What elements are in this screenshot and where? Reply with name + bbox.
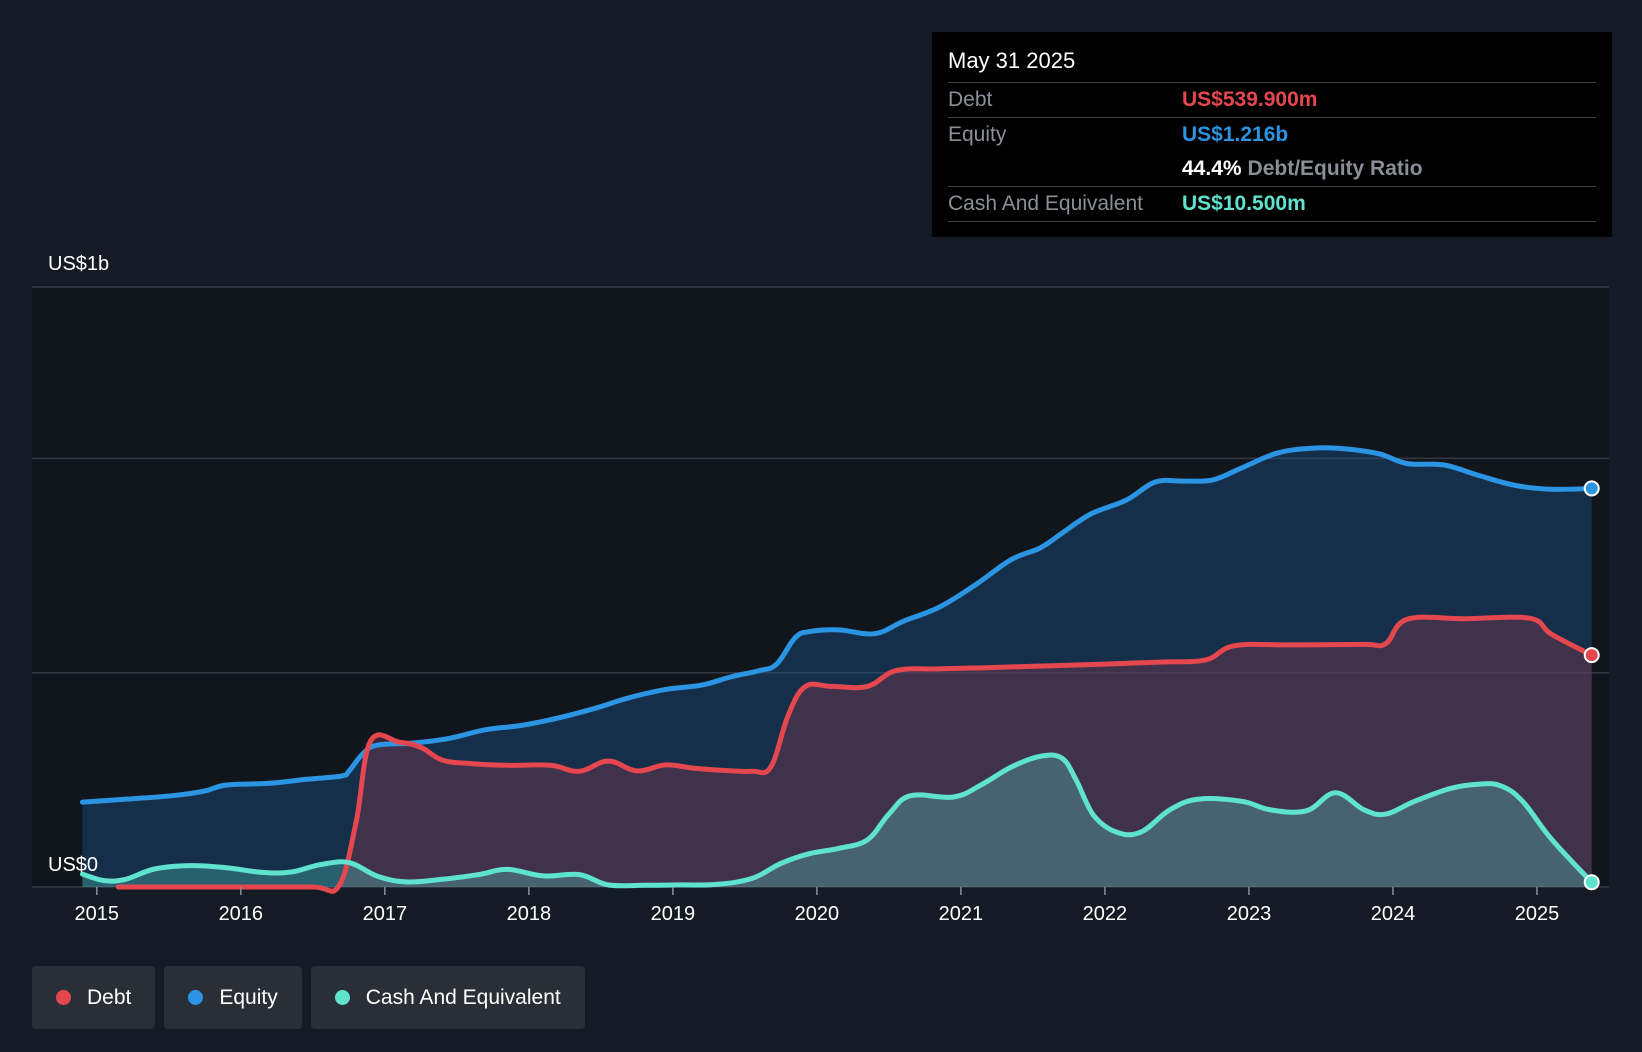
tooltip-cash-label: Cash And Equivalent	[948, 192, 1143, 215]
legend-cash-label: Cash And Equivalent	[365, 985, 561, 1009]
plot-background	[32, 287, 1609, 887]
x-tick-label-2023: 2023	[1227, 903, 1272, 925]
cash-area	[82, 754, 1592, 887]
equity-line	[79, 445, 1595, 805]
x-tick-label-2022: 2022	[1083, 903, 1128, 925]
tooltip-debt-label: Debt	[948, 88, 993, 111]
y-axis-label-bottom: US$0	[48, 854, 98, 876]
debt-dot-icon	[56, 990, 71, 1005]
tooltip-ratio-row: 44.4% Debt/Equity Ratio	[948, 152, 1596, 186]
equity-area	[82, 447, 1592, 887]
legend-equity-label: Equity	[219, 985, 278, 1009]
series-areas	[82, 447, 1592, 892]
cash-end-marker	[1583, 874, 1600, 891]
x-tick-label-2019: 2019	[651, 903, 696, 925]
equity-end-marker	[1583, 480, 1600, 497]
x-tick-label-2015: 2015	[75, 903, 120, 925]
x-tick-label-2017: 2017	[363, 903, 408, 925]
x-tick-label-2024: 2024	[1371, 903, 1416, 925]
cash-dot-icon	[334, 990, 350, 1005]
legend-item-debt[interactable]: Debt	[32, 966, 156, 1029]
x-tick-label-2016: 2016	[219, 903, 264, 925]
legend-debt-label: Debt	[87, 985, 132, 1009]
tooltip-ratio-value: 44.4%	[1182, 157, 1242, 180]
legend: Debt Equity Cash And Equivalent	[32, 966, 585, 1029]
tooltip-equity-label: Equity	[948, 123, 1007, 146]
x-tick-label-2025: 2025	[1515, 903, 1560, 925]
debt-end-marker	[1583, 647, 1600, 664]
tooltip-equity-row: Equity US$1.216b	[948, 117, 1596, 152]
debt-area	[118, 617, 1592, 892]
tooltip-cash-row: Cash And Equivalent US$10.500m	[948, 186, 1596, 222]
tooltip-date: May 31 2025	[948, 48, 1076, 73]
legend-item-cash[interactable]: Cash And Equivalent	[310, 966, 585, 1029]
equity-dot-icon	[188, 990, 204, 1005]
tooltip-cash-value: US$10.500m	[1182, 192, 1306, 215]
end-markers[interactable]	[1583, 480, 1600, 891]
tooltip-ratio-label: Debt/Equity Ratio	[1247, 157, 1423, 180]
tooltip-panel: May 31 2025 Debt US$539.900m Equity US$1…	[932, 32, 1612, 237]
tooltip-equity-value: US$1.216b	[1182, 123, 1289, 146]
x-tick-label-2018: 2018	[507, 903, 552, 925]
legend-item-equity[interactable]: Equity	[164, 966, 302, 1029]
tooltip-debt-value: US$539.900m	[1182, 88, 1318, 111]
x-tick-label-2021: 2021	[939, 903, 984, 925]
y-axis-label-top: US$1b	[48, 253, 109, 275]
tooltip-debt-row: Debt US$539.900m	[948, 82, 1596, 117]
debt-line	[115, 614, 1595, 894]
cash-line	[79, 752, 1595, 889]
series-lines	[79, 445, 1595, 894]
x-axis-ticks: 2015 2016 2017 2018 2019 2020 2021 2022 2023 2024…	[75, 887, 1560, 925]
x-tick-label-2020: 2020	[795, 903, 840, 925]
